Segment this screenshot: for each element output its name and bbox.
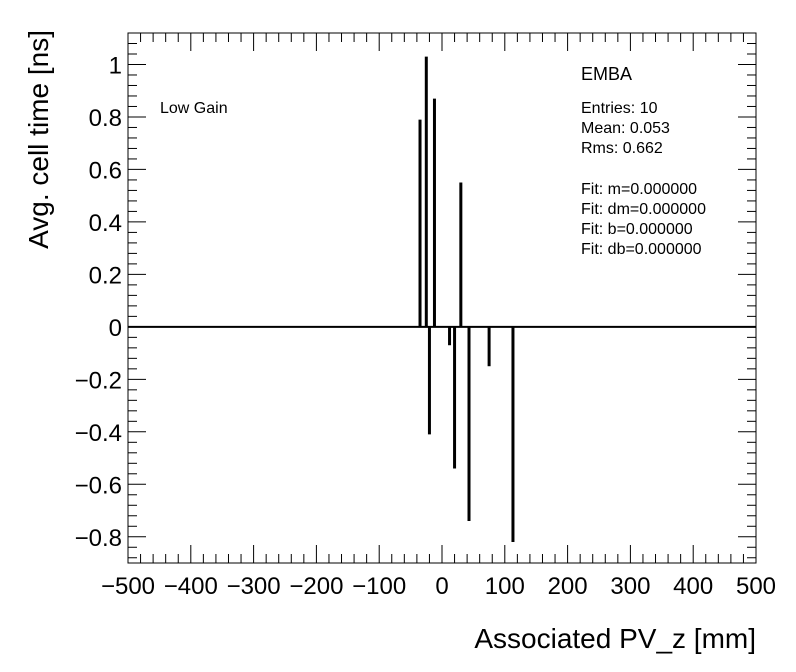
data-bars bbox=[418, 56, 515, 543]
y-tick-label: 0.4 bbox=[89, 210, 122, 237]
stats-mean: Mean: 0.053 bbox=[581, 120, 670, 137]
x-tick-label: 400 bbox=[673, 573, 713, 600]
y-axis-tick-labels: −0.8 −0.6 −0.4 −0.2 0 0.2 0.4 0.6 0.8 1 bbox=[75, 52, 122, 551]
x-tick-label: 500 bbox=[736, 573, 776, 600]
x-axis-title: Associated PV_z [mm] bbox=[474, 623, 756, 654]
x-tick-label: −300 bbox=[227, 573, 281, 600]
x-tick-label: 0 bbox=[435, 573, 448, 600]
fit-m: Fit: m=0.000000 bbox=[581, 181, 697, 198]
x-tick-label: 300 bbox=[610, 573, 650, 600]
y-tick-label: 0.6 bbox=[89, 157, 122, 184]
x-tick-label: 100 bbox=[485, 573, 525, 600]
y-tick-label: −0.4 bbox=[75, 420, 122, 447]
x-tick-label: −200 bbox=[289, 573, 343, 600]
y-tick-label: −0.2 bbox=[75, 367, 122, 394]
stats-box: EMBA Entries: 10 Mean: 0.053 Rms: 0.662 … bbox=[581, 64, 706, 258]
y-tick-label: 0.8 bbox=[89, 105, 122, 132]
x-tick-label: −400 bbox=[164, 573, 218, 600]
x-axis-tick-labels: −500 −400 −300 −200 −100 0 100 200 300 400 500 bbox=[101, 573, 776, 600]
y-tick-label: 0 bbox=[109, 315, 122, 342]
stats-title: EMBA bbox=[581, 64, 632, 84]
stats-entries: Entries: 10 bbox=[581, 100, 658, 117]
fit-b: Fit: b=0.000000 bbox=[581, 221, 693, 238]
x-tick-label: 200 bbox=[548, 573, 588, 600]
stats-rms: Rms: 0.662 bbox=[581, 140, 663, 157]
fit-db: Fit: db=0.000000 bbox=[581, 241, 702, 258]
x-axis-ticks bbox=[127, 33, 757, 563]
y-tick-label: 1 bbox=[109, 52, 122, 79]
fit-dm: Fit: dm=0.000000 bbox=[581, 201, 706, 218]
y-tick-label: −0.8 bbox=[75, 525, 122, 552]
x-tick-label: −500 bbox=[101, 573, 155, 600]
x-tick-label: −100 bbox=[352, 573, 406, 600]
y-axis-title: Avg. cell time [ns] bbox=[23, 30, 54, 249]
y-tick-label: −0.6 bbox=[75, 472, 122, 499]
low-gain-label: Low Gain bbox=[160, 100, 228, 117]
y-tick-label: 0.2 bbox=[89, 262, 122, 289]
